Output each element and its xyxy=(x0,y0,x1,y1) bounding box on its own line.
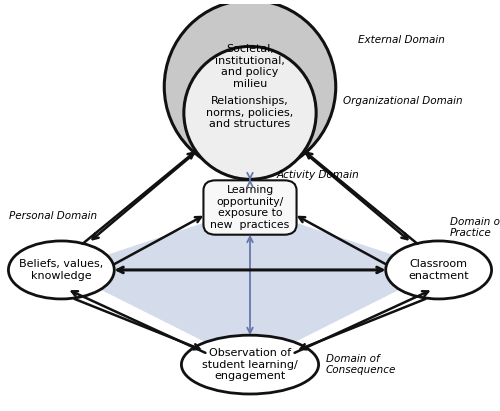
Ellipse shape xyxy=(182,335,318,394)
Text: Relationships,
norms, policies,
and structures: Relationships, norms, policies, and stru… xyxy=(206,96,294,129)
Text: Classroom
enactment: Classroom enactment xyxy=(408,259,469,281)
Text: Domain of
Consequence: Domain of Consequence xyxy=(326,354,396,375)
Polygon shape xyxy=(62,208,438,365)
Text: Learning
opportunity/
exposure to
new  practices: Learning opportunity/ exposure to new pr… xyxy=(210,185,290,230)
Text: Organizational Domain: Organizational Domain xyxy=(343,96,462,106)
Ellipse shape xyxy=(8,241,115,299)
Text: Domain of
Practice: Domain of Practice xyxy=(450,217,500,238)
Ellipse shape xyxy=(386,241,492,299)
Ellipse shape xyxy=(184,46,316,179)
Text: Observation of
student learning/
engagement: Observation of student learning/ engagem… xyxy=(202,348,298,381)
Text: Beliefs, values,
knowledge: Beliefs, values, knowledge xyxy=(19,259,103,281)
FancyBboxPatch shape xyxy=(204,180,296,235)
Text: External Domain: External Domain xyxy=(358,35,444,45)
Text: Personal Domain: Personal Domain xyxy=(9,210,97,221)
Text: Societal,
institutional,
and policy
milieu: Societal, institutional, and policy mili… xyxy=(215,44,285,89)
Ellipse shape xyxy=(164,0,336,173)
Text: Activity Domain: Activity Domain xyxy=(277,170,359,180)
